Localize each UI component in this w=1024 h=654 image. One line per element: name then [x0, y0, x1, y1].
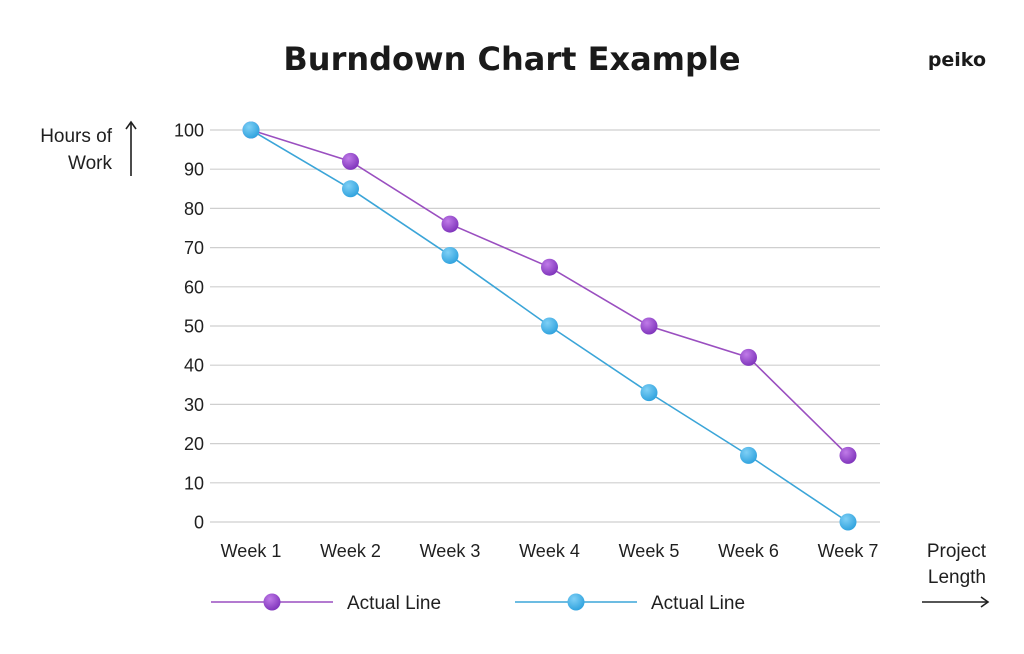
series-layer	[242, 121, 857, 531]
data-point[interactable]	[441, 246, 459, 264]
y-tick-label: 80	[184, 199, 204, 219]
data-point[interactable]	[242, 121, 260, 139]
y-tick-label: 10	[184, 473, 204, 493]
data-point[interactable]	[541, 258, 558, 276]
x-tick-label: Week 2	[320, 541, 381, 561]
y-tick-label: 20	[184, 434, 204, 454]
data-point[interactable]	[640, 384, 658, 402]
y-tick-label: 50	[184, 317, 204, 337]
data-point[interactable]	[342, 152, 359, 170]
data-point[interactable]	[441, 215, 459, 233]
y-tick-label: 40	[184, 356, 204, 376]
data-point[interactable]	[640, 317, 658, 335]
peiko-logo: peiko	[928, 49, 986, 71]
data-point[interactable]	[740, 446, 757, 464]
y-tick-label: 70	[184, 238, 204, 258]
x-axis-ticks: Week 1 Week 2 Week 3 Week 4 Week 5 Week 6 Week…	[221, 541, 879, 561]
legend-marker-series-1	[567, 593, 585, 611]
y-axis-ticks: 0 10 20 30 40 50 60 70 80 90 100	[174, 121, 204, 533]
x-axis-label-line-2: Length	[928, 567, 986, 588]
arrow-up-icon	[125, 120, 137, 176]
y-tick-label: 30	[184, 395, 204, 415]
data-point[interactable]	[839, 513, 857, 531]
y-axis-label-line-2: Work	[68, 153, 112, 174]
x-tick-label: Week 6	[718, 541, 779, 561]
x-tick-label: Week 7	[818, 541, 879, 561]
x-axis-label: Project Length	[922, 541, 990, 608]
y-tick-label: 100	[174, 121, 204, 141]
data-point[interactable]	[342, 180, 359, 198]
y-tick-label: 60	[184, 277, 204, 297]
arrow-right-icon	[922, 596, 990, 608]
y-tick-label: 90	[184, 160, 204, 180]
data-point[interactable]	[839, 446, 857, 464]
legend-item-series-1[interactable]: Actual Line	[515, 593, 745, 614]
data-point[interactable]	[541, 317, 558, 335]
legend-label-series-1: Actual Line	[651, 593, 745, 614]
y-axis-label: Hours of Work	[40, 120, 137, 176]
legend-item-series-0[interactable]: Actual Line	[211, 593, 441, 614]
chart-title: Burndown Chart Example	[283, 40, 740, 78]
x-tick-label: Week 5	[619, 541, 680, 561]
legend: Actual Line Actual Line	[211, 593, 745, 614]
legend-label-series-0: Actual Line	[347, 593, 441, 614]
data-point[interactable]	[740, 348, 757, 366]
series-0	[242, 121, 857, 464]
legend-marker-series-0	[263, 593, 281, 611]
x-tick-label: Week 4	[519, 541, 580, 561]
series-line-0	[250, 129, 849, 456]
y-tick-label: 0	[194, 513, 204, 533]
y-axis-label-line-1: Hours of	[40, 126, 113, 147]
series-1	[242, 121, 857, 531]
x-tick-label: Week 3	[420, 541, 481, 561]
x-axis-label-line-1: Project	[927, 541, 987, 562]
x-tick-label: Week 1	[221, 541, 282, 561]
